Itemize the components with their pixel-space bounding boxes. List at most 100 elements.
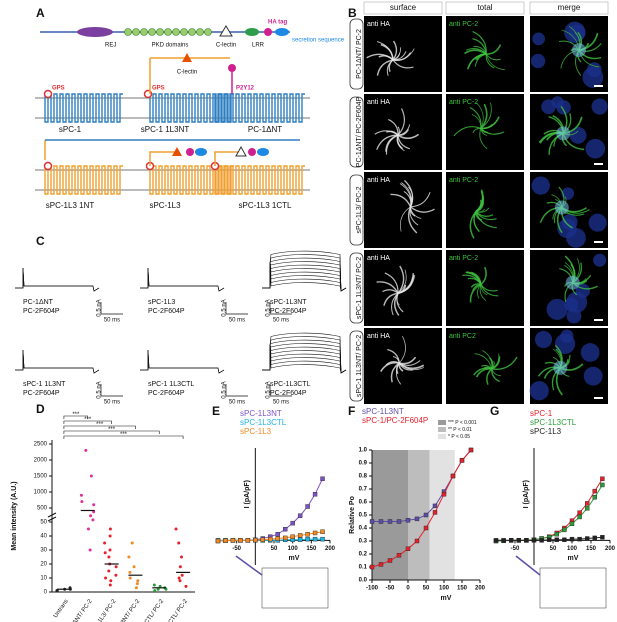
legend-entry: sPC-1L3NT [362,407,404,416]
cell-signal [479,284,487,301]
axis-label: mV [289,555,300,562]
cell-signal [397,265,405,294]
y-tick-label: 1000 [34,490,48,496]
legend-entry: sPC-1/PC-2F604P [362,416,428,425]
cell-signal [397,128,409,136]
band-key [438,420,446,425]
y-tick-label: 2000 [34,458,48,464]
label: REJ [105,43,116,49]
data-point [103,541,107,545]
cell-signal [485,53,501,61]
inset [539,567,607,609]
cell-signal [397,133,420,140]
x-tick-label: 50 [550,546,557,552]
cell-signal [385,134,399,155]
label: *** P < 0.001 [448,420,477,426]
y-tick-label: 0.1 [359,565,368,571]
data-point [312,530,318,536]
data-point [178,579,182,583]
data-point [297,533,303,538]
legend-entry: sPC-1L3CTL [240,418,287,427]
label: anti PC-2 [449,21,478,28]
label: 0.5 nA [266,299,272,316]
x-tick-label: -100 [366,586,379,592]
y-tick-label: 20 [40,562,47,568]
ha-tag [228,64,236,72]
data-point [396,519,402,524]
label: 50 ms [273,318,289,324]
y-tick-label: 1.0 [359,448,368,454]
data-point [174,527,178,531]
label: sPC-1L3 1NT [46,201,95,210]
sig-bracket [63,415,89,419]
cell-signal [398,362,404,372]
label: C-lectin [216,43,236,49]
cell-signal [480,103,488,129]
data-point [562,537,567,542]
cell-signal [480,119,498,129]
merge-overlap [565,275,580,290]
x-tick-label: 150 [457,586,468,592]
data-point [585,501,590,506]
nucleus [530,53,546,69]
c-lectin [182,53,192,62]
axis-break [47,512,57,522]
label: 0.5 nA [97,381,103,398]
cell-signal [384,272,399,294]
x-tick-label: 200 [325,546,336,552]
scale-bar [594,397,603,399]
cell-signal [480,102,492,129]
header-box [363,1,443,15]
row-label-box [349,96,364,168]
band-key [438,434,446,439]
cell-signal [392,53,401,61]
data-point [369,564,375,570]
data-point [238,538,243,543]
x-tick-label: 150 [306,546,317,552]
transmembrane [214,93,305,123]
data-point [320,536,325,542]
current-trace [140,349,225,374]
data-point [103,551,107,555]
data-point [84,448,88,452]
data-point [130,541,134,545]
label: sPC-1 1L3NT/ PC-2 [356,257,363,319]
axis-label: I (pA/pF) [244,480,251,508]
data-point [107,555,111,559]
cell-signal [469,283,482,303]
nucleus [569,126,587,144]
data-point [91,518,95,522]
label: anti HA [367,177,390,184]
scale-bar [225,302,248,315]
secretion [257,148,269,156]
cell-signal [393,292,400,316]
label: surface [390,3,417,12]
label: sPC-1L3/ PC-2 [356,186,363,233]
panel-label: G [490,404,499,418]
cell-signal [399,335,406,364]
data-point [450,473,456,479]
x-tick-label: 100 [567,546,578,552]
inset-arrow [235,555,263,576]
cell-signal [409,206,416,217]
x-tick-label: 200 [475,586,486,592]
panel-label: D [36,402,45,416]
label: *** [96,422,104,428]
label: 50 ms [229,318,245,324]
cell-signal [397,273,415,295]
cell-signal [477,284,482,299]
cell-signal [491,368,501,377]
label: *** [120,432,128,438]
axis-label: mV [441,595,452,602]
scale-bar [594,85,603,87]
current-trace [262,332,347,374]
cell-signal [398,362,425,370]
x-tick-label: 0 [406,586,410,592]
label: anti HA [367,255,390,262]
cell-signal [480,284,499,297]
data-point [423,525,429,531]
y-tick-label: 0.3 [359,539,368,545]
data-point [178,565,182,569]
panel-label: C [36,234,45,248]
